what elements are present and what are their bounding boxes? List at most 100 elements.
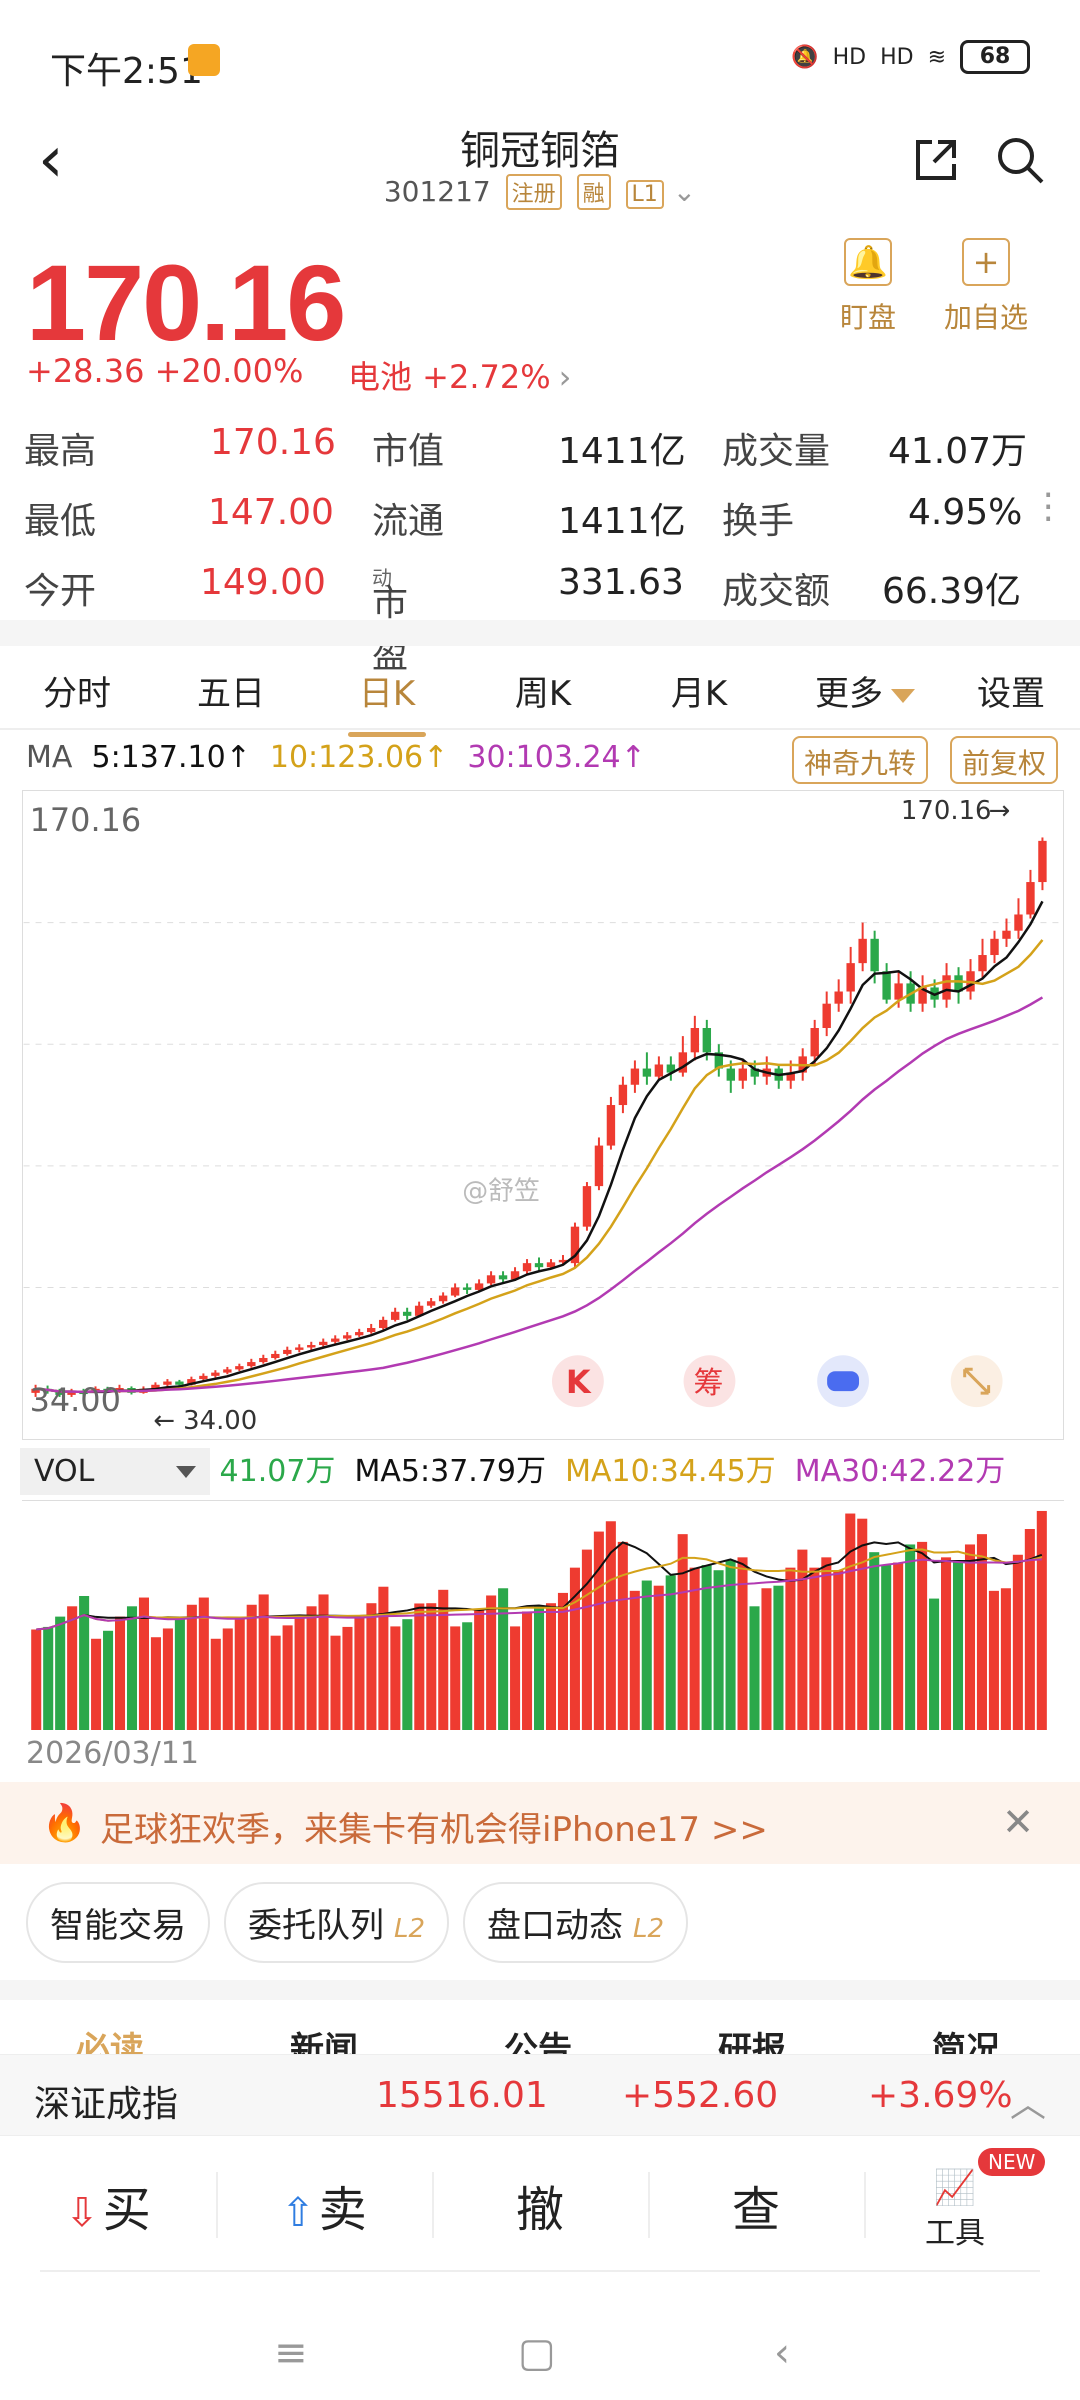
candle bbox=[307, 1345, 316, 1348]
index-name: 深证成指 bbox=[34, 2084, 179, 2125]
volume-bar bbox=[474, 1608, 485, 1730]
y-max-label: 170.16 bbox=[30, 801, 142, 839]
volume-bar bbox=[593, 1531, 604, 1730]
sector-link[interactable]: 电池 +2.72% › bbox=[348, 352, 571, 398]
candle bbox=[199, 1375, 208, 1380]
stock-name: 铜冠铜箔 bbox=[460, 128, 620, 174]
status-icons: 🔕 HD HD ≋ 68 bbox=[791, 40, 1030, 74]
tab-news[interactable]: 新闻 bbox=[290, 2030, 358, 2054]
chip-icon[interactable]: 筹 bbox=[683, 1355, 736, 1408]
buy-button[interactable]: ⇩买 bbox=[0, 2170, 216, 2240]
pill-label: 智能交易 bbox=[50, 1906, 186, 1946]
k-icon[interactable]: K bbox=[551, 1355, 604, 1408]
candle bbox=[474, 1283, 484, 1290]
volume-bar bbox=[773, 1585, 784, 1730]
search-icon[interactable] bbox=[994, 134, 1046, 186]
tab-announcements[interactable]: 公告 bbox=[504, 2030, 572, 2054]
sell-button[interactable]: ⇧卖 bbox=[216, 2170, 432, 2240]
tab-weekly-k[interactable]: 周K bbox=[514, 674, 572, 714]
volume-bar bbox=[270, 1635, 281, 1730]
order-queue-pill[interactable]: 委托队列 L2 bbox=[224, 1882, 450, 1963]
volume-legend: VOL 41.07万 MA5:37.79万 MA10:34.45万 MA30:4… bbox=[20, 1446, 1070, 1496]
tab-must-read[interactable]: 必读 bbox=[76, 2030, 144, 2054]
tab-monthly-k[interactable]: 月K bbox=[670, 674, 728, 714]
home-icon[interactable]: ▢ bbox=[518, 2330, 556, 2376]
tab-more[interactable]: 更多 bbox=[790, 666, 940, 715]
tab-intraday[interactable]: 分时 bbox=[43, 674, 111, 714]
volume-bar bbox=[545, 1603, 557, 1730]
promo-banner[interactable]: 🔥 足球狂欢季，来集卡有机会得iPhone17 >> ✕ bbox=[0, 1782, 1080, 1864]
tab-research[interactable]: 研报 bbox=[718, 2030, 786, 2054]
candle bbox=[187, 1379, 196, 1385]
arrow-left-icon: ← bbox=[153, 1406, 175, 1436]
volume-chart[interactable] bbox=[22, 1500, 1064, 1730]
stock-subtitle: 301217 注册 融 L1 ⌄ bbox=[0, 174, 1080, 210]
tab-five-day[interactable]: 五日 bbox=[197, 674, 265, 714]
ma-line-ma30 bbox=[35, 996, 1044, 1394]
tab-settings[interactable]: 设置 bbox=[977, 674, 1045, 714]
adjust-button[interactable]: 前复权 bbox=[950, 736, 1059, 784]
volume-bar bbox=[246, 1604, 257, 1730]
l2-badge: L2 bbox=[633, 1914, 665, 1944]
index-ticker[interactable]: 深证成指 15516.01 +552.60 +3.69% ︿ bbox=[0, 2054, 1080, 2136]
candle bbox=[582, 1186, 592, 1227]
volume-bar bbox=[976, 1534, 987, 1730]
stat-value: 147.00 bbox=[208, 492, 334, 533]
more-stats-icon[interactable]: · · · bbox=[1042, 475, 1054, 540]
trade-actions: ⇩买 ⇧卖 撤 查 📈 工具 bbox=[0, 2140, 1080, 2270]
market-dynamics-pill[interactable]: 盘口动态 L2 bbox=[463, 1882, 689, 1963]
volume-bar bbox=[988, 1590, 999, 1730]
volume-bar bbox=[222, 1628, 233, 1730]
magic-nine-button[interactable]: 神奇九转 bbox=[792, 736, 929, 784]
candle bbox=[462, 1287, 472, 1290]
volume-bar bbox=[306, 1606, 317, 1730]
plus-icon: + bbox=[962, 238, 1010, 286]
separator bbox=[648, 2172, 650, 2238]
status-time: 下午2:51 bbox=[50, 51, 203, 92]
candle bbox=[1026, 882, 1035, 915]
volume-bar bbox=[67, 1606, 78, 1730]
cancel-button[interactable]: 撤 bbox=[515, 2182, 564, 2238]
candle bbox=[810, 1028, 819, 1057]
divider bbox=[0, 1980, 1080, 2000]
candle bbox=[726, 1068, 735, 1081]
stat-sup: 动 bbox=[372, 566, 392, 590]
ma10-value: 10:123.06 bbox=[269, 740, 424, 775]
candle bbox=[894, 983, 903, 1000]
tab-daily-k[interactable]: 日K bbox=[322, 666, 452, 737]
volume-bar bbox=[366, 1603, 377, 1730]
volume-bar bbox=[653, 1585, 664, 1730]
share-icon[interactable] bbox=[910, 134, 962, 186]
back-icon[interactable]: ‹ bbox=[38, 123, 64, 197]
candle bbox=[750, 1068, 759, 1077]
candle bbox=[211, 1372, 220, 1376]
smart-trade-pill[interactable]: 智能交易 bbox=[26, 1882, 210, 1963]
add-watchlist-button[interactable]: + 加自选 bbox=[936, 238, 1036, 336]
volume-bar bbox=[55, 1616, 66, 1730]
menu-icon[interactable]: ≡ bbox=[274, 2330, 308, 2376]
candle bbox=[343, 1335, 352, 1339]
tools-button[interactable]: 📈 工具 bbox=[900, 2168, 1010, 2252]
candlestick-chart[interactable]: 170.16 34.00 170.16 → ← 34.00 @舒笠 K 筹 bbox=[22, 790, 1064, 1440]
candle bbox=[846, 963, 855, 992]
gamepad-icon[interactable] bbox=[817, 1355, 869, 1408]
indicator-select[interactable]: VOL bbox=[20, 1448, 210, 1495]
volume-bar bbox=[821, 1557, 832, 1730]
expand-icon[interactable] bbox=[950, 1355, 1003, 1408]
watch-button[interactable]: 🔔 盯盘 bbox=[818, 238, 918, 336]
feature-pills: 智能交易 委托队列 L2 盘口动态 L2 bbox=[26, 1882, 689, 1963]
candle bbox=[378, 1319, 388, 1329]
query-button[interactable]: 查 bbox=[731, 2182, 780, 2238]
chevron-up-icon[interactable]: ︿ bbox=[1010, 2084, 1047, 2125]
ma-line-ma10 bbox=[35, 939, 1044, 1394]
volume-bar bbox=[1024, 1528, 1035, 1730]
candle bbox=[450, 1287, 460, 1296]
volume-bar bbox=[629, 1590, 640, 1730]
volume-bar bbox=[186, 1604, 197, 1730]
close-icon[interactable]: ✕ bbox=[1002, 1800, 1034, 1844]
back-nav-icon[interactable]: ‹ bbox=[774, 2330, 790, 2376]
tab-profile[interactable]: 简况 bbox=[932, 2030, 1000, 2054]
volume-bar bbox=[641, 1580, 652, 1730]
chevron-down-icon[interactable]: ⌄ bbox=[672, 175, 697, 208]
tag-register: 注册 bbox=[505, 174, 562, 210]
